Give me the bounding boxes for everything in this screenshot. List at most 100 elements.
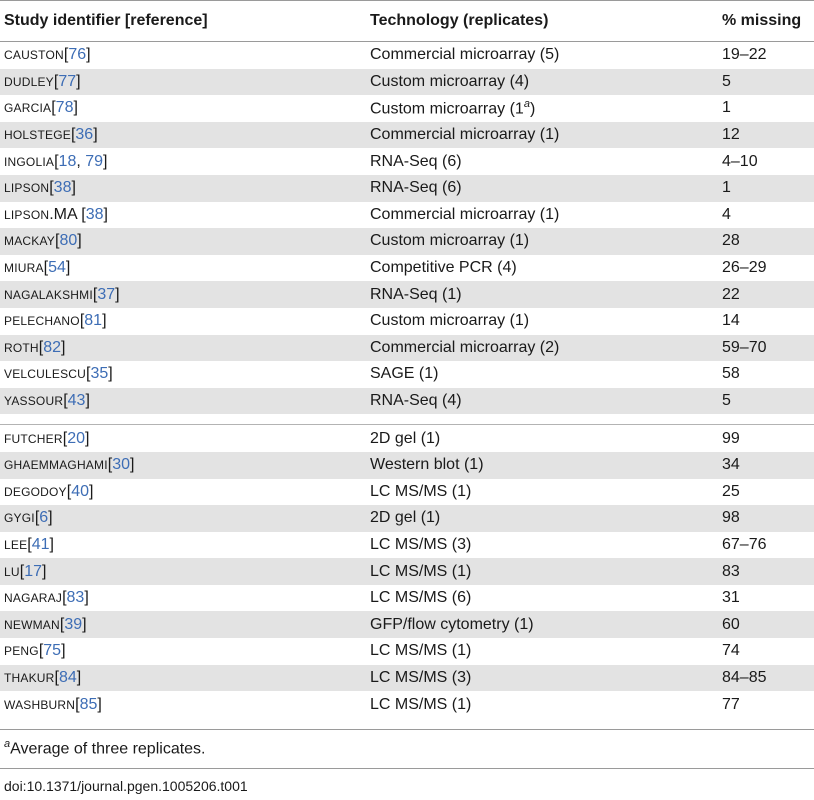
group-spacer xyxy=(0,414,814,425)
reference-link[interactable]: 35 xyxy=(90,365,109,383)
table-row: Nagalakshmi[37] RNA-Seq (1) 22 xyxy=(0,281,814,308)
missing-percent-cell: 1 xyxy=(718,174,814,202)
missing-percent-cell: 84–85 xyxy=(718,664,814,692)
technology-cell: 2D gel (1) xyxy=(366,424,718,452)
table-row: Causton[76] Commercial microarray (5) 19–2… xyxy=(0,42,814,69)
reference-link[interactable]: 77 xyxy=(58,72,77,90)
reference-link[interactable]: 38 xyxy=(53,179,72,197)
reference-link[interactable]: 20 xyxy=(67,429,85,447)
missing-percent-cell: 58 xyxy=(722,365,740,383)
study-identifier-cell: Lipson[38] xyxy=(0,174,366,202)
header-missing: % missing xyxy=(718,0,814,42)
reference-link[interactable]: 18 xyxy=(58,152,77,170)
reference-link[interactable]: 17 xyxy=(24,562,42,580)
study-identifier-cell: Nagaraj[83] xyxy=(4,589,89,607)
reference-link[interactable]: 6 xyxy=(39,509,49,527)
reference-link[interactable]: 41 xyxy=(31,535,50,553)
footnote-text: Average of three replicates. xyxy=(10,740,206,758)
reference-link[interactable]: 40 xyxy=(71,482,89,500)
table-row: Newman[39] GFP/flow cytometry (1) 60 xyxy=(0,611,814,639)
reference-link[interactable]: 78 xyxy=(55,99,74,117)
reference-link[interactable]: 80 xyxy=(59,232,78,250)
study-identifier-cell: Ingolia[18, 79] xyxy=(4,152,108,170)
technology-cell: SAGE (1) xyxy=(366,361,718,388)
table-row: Ingolia[18, 79] RNA-Seq (6) 4–10 xyxy=(0,148,814,175)
technology-cell: RNA-Seq (1) xyxy=(366,281,718,308)
table-row: Thakur[84] LC MS/MS (3) 84–85 xyxy=(0,664,814,692)
technology-text: RNA-Seq (6) xyxy=(370,152,462,170)
table-row: Dudley[77] Custom microarray (4) 5 xyxy=(0,68,814,96)
study-identifier-cell: Miura[54] xyxy=(4,259,71,277)
reference-link[interactable]: 54 xyxy=(48,259,66,277)
technology-cell: LC MS/MS (1) xyxy=(366,691,718,718)
study-identifier-cell: Roth[82] xyxy=(0,334,366,362)
study-id: Lee xyxy=(4,537,28,552)
technology-text: Commercial microarray (2) xyxy=(370,338,560,356)
study-identifier-cell: Washburn[85] xyxy=(4,695,102,713)
technology-text: RNA-Seq (4) xyxy=(370,392,462,410)
missing-percent-cell: 74 xyxy=(722,642,740,660)
study-id: Roth xyxy=(4,340,39,355)
technology-cell: LC MS/MS (1) xyxy=(366,638,718,665)
technology-cell: Custom microarray (1) xyxy=(366,228,718,255)
technology-cell: Commercial microarray (2) xyxy=(366,334,718,362)
header-study: Study identifier [reference] xyxy=(0,0,366,42)
reference-link[interactable]: 83 xyxy=(66,589,85,607)
missing-percent-cell: 14 xyxy=(722,312,740,330)
footnote-marker-ref: a xyxy=(523,98,530,111)
reference-link[interactable]: 76 xyxy=(68,46,87,64)
missing-percent-cell: 1 xyxy=(722,99,731,117)
missing-percent-cell: 98 xyxy=(718,505,814,532)
reference-link[interactable]: 39 xyxy=(64,615,83,633)
technology-cell: LC MS/MS (1) xyxy=(366,479,718,506)
table-row: Lipson[38] RNA-Seq (6) 1 xyxy=(0,174,814,202)
table-row: Futcher[20] 2D gel (1) 99 xyxy=(0,424,814,452)
technology-cell: GFP/flow cytometry (1) xyxy=(366,611,718,639)
technology-cell: Commercial microarray (1) xyxy=(366,202,718,229)
technology-text: 2D gel (1) xyxy=(370,429,441,447)
study-id: Yassour xyxy=(4,394,64,409)
study-id: Holstege xyxy=(4,128,71,143)
study-identifier-cell: Causton[76] xyxy=(4,46,91,64)
study-identifier-cell: Lipson.MA [38] xyxy=(4,205,108,223)
technology-cell: LC MS/MS (3) xyxy=(366,664,718,692)
study-id: deGodoy xyxy=(4,484,67,499)
technology-text: Western blot (1) xyxy=(370,456,484,474)
study-identifier-cell: Peng[75] xyxy=(4,642,66,660)
study-identifier-cell: Gygi[6] xyxy=(0,505,366,532)
table-row: deGodoy[40] LC MS/MS (1) 25 xyxy=(0,479,814,506)
table-row: Yassour[43] RNA-Seq (4) 5 xyxy=(0,387,814,415)
study-identifier-cell: Pelechano[81] xyxy=(4,312,107,330)
technology-text: Custom microarray (1) xyxy=(370,312,530,330)
technology-cell: Commercial microarray (1) xyxy=(366,121,718,149)
study-id: Lu xyxy=(4,564,20,579)
technology-cell: 2D gel (1) xyxy=(366,505,718,532)
missing-percent-cell: 5 xyxy=(718,68,814,96)
table-row: Washburn[85] LC MS/MS (1) 77 xyxy=(0,691,814,718)
technology-text: LC MS/MS (6) xyxy=(370,589,472,607)
missing-percent-cell: 25 xyxy=(722,482,740,500)
technology-cell: Competitive PCR (4) xyxy=(366,255,718,282)
table-row: Miura[54] Competitive PCR (4) 26–29 xyxy=(0,255,814,282)
reference-link[interactable]: 75 xyxy=(43,642,62,660)
technology-cell: LC MS/MS (3) xyxy=(366,532,718,559)
reference-link[interactable]: 43 xyxy=(67,392,86,410)
study-id: Pelechano xyxy=(4,314,80,329)
reference-link[interactable]: 37 xyxy=(97,285,116,303)
reference-link[interactable]: 30 xyxy=(112,456,130,474)
reference-link[interactable]: 79 xyxy=(85,152,104,170)
reference-link[interactable]: 84 xyxy=(59,668,77,686)
technology-text: RNA-Seq (1) xyxy=(370,285,462,303)
table-row: Lipson.MA [38] Commercial microarray (1) 4 xyxy=(0,202,814,229)
study-id: Garcia xyxy=(4,101,52,116)
reference-link[interactable]: 81 xyxy=(84,312,103,330)
reference-link[interactable]: 85 xyxy=(79,695,98,713)
study-id: Miura xyxy=(4,261,44,276)
reference-link[interactable]: 36 xyxy=(75,126,94,144)
study-id: Mackay xyxy=(4,234,55,249)
table-row: Holstege[36] Commercial microarray (1) 12 xyxy=(0,121,814,149)
reference-link[interactable]: 38 xyxy=(85,205,104,223)
reference-link[interactable]: 82 xyxy=(43,338,62,356)
missing-percent-cell: 77 xyxy=(722,695,740,713)
